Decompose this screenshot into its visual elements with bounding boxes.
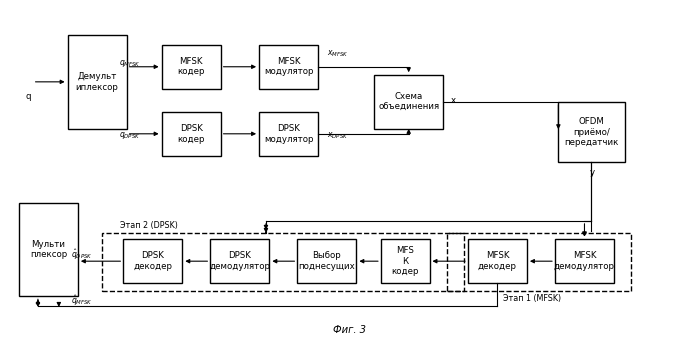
FancyBboxPatch shape <box>161 45 221 89</box>
Text: $\hat{q}_{MFSK}$: $\hat{q}_{MFSK}$ <box>71 293 92 308</box>
FancyBboxPatch shape <box>68 35 127 129</box>
Text: $\hat{q}_{DPSK}$: $\hat{q}_{DPSK}$ <box>71 247 92 262</box>
Text: Фиг. 3: Фиг. 3 <box>333 325 366 335</box>
FancyBboxPatch shape <box>210 239 269 283</box>
Text: x: x <box>450 96 456 105</box>
Text: Демульт
иплексор: Демульт иплексор <box>75 72 119 92</box>
Text: DPSK
модулятор: DPSK модулятор <box>264 124 313 144</box>
FancyBboxPatch shape <box>374 75 443 129</box>
Text: MFSK
декодер: MFSK декодер <box>478 251 517 271</box>
Text: $q_{DPSK}$: $q_{DPSK}$ <box>120 130 141 141</box>
Text: MFSK
модулятор: MFSK модулятор <box>264 57 313 76</box>
Text: Выбор
поднесущих: Выбор поднесущих <box>298 251 355 271</box>
Text: q: q <box>25 92 31 101</box>
Text: Этап 1 (MFSK): Этап 1 (MFSK) <box>503 294 561 303</box>
FancyBboxPatch shape <box>555 239 614 283</box>
Text: OFDM
приёмо/
передатчик: OFDM приёмо/ передатчик <box>564 117 619 147</box>
Text: DPSK
кодер: DPSK кодер <box>178 124 205 144</box>
FancyBboxPatch shape <box>559 102 624 162</box>
Text: MFS
К
кодер: MFS К кодер <box>391 246 419 276</box>
Text: Схема
объединения: Схема объединения <box>378 92 439 112</box>
FancyBboxPatch shape <box>259 45 318 89</box>
FancyBboxPatch shape <box>123 239 182 283</box>
Text: Этап 2 (DPSK): Этап 2 (DPSK) <box>120 221 178 231</box>
Text: Мульти
плексор: Мульти плексор <box>30 240 67 259</box>
Text: DPSK
демодулятор: DPSK демодулятор <box>209 251 271 271</box>
FancyBboxPatch shape <box>19 202 78 296</box>
FancyBboxPatch shape <box>161 112 221 155</box>
FancyBboxPatch shape <box>381 239 430 283</box>
Text: $x_{MFSK}$: $x_{MFSK}$ <box>327 48 349 58</box>
Text: $x_{DPSK}$: $x_{DPSK}$ <box>327 130 349 141</box>
Text: DPSK
декодер: DPSK декодер <box>134 251 173 271</box>
Text: y: y <box>590 168 595 177</box>
Text: $q_{MFSK}$: $q_{MFSK}$ <box>120 58 141 69</box>
FancyBboxPatch shape <box>297 239 356 283</box>
FancyBboxPatch shape <box>259 112 318 155</box>
FancyBboxPatch shape <box>468 239 527 283</box>
Text: MFSK
демодулятор: MFSK демодулятор <box>554 251 615 271</box>
Text: MFSK
кодер: MFSK кодер <box>178 57 205 76</box>
